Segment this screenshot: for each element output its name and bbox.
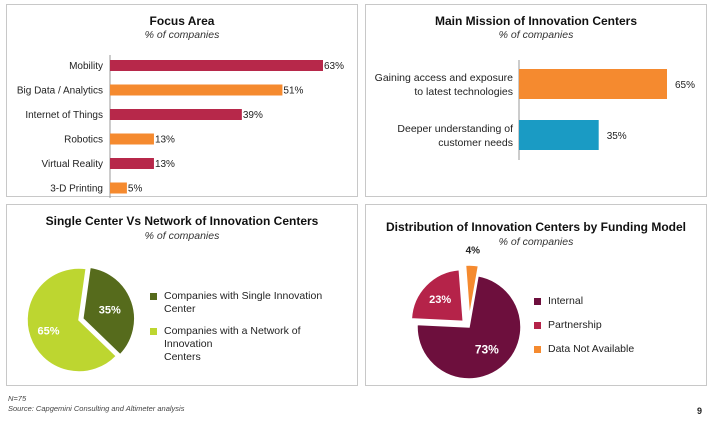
page-number: 9 [696, 406, 702, 416]
legend-label: Companies with a Network of Innovation [164, 325, 301, 350]
legend-label-cont: Centers [164, 351, 201, 363]
source-note: Source: Capgemini Consulting and Altimet… [8, 404, 185, 413]
legend-swatch [534, 298, 541, 305]
funding-model-slice-label: 73% [475, 342, 499, 356]
legend-label: Internal [548, 295, 584, 307]
funding-model-panel: Distribution of Innovation Centers by Fu… [365, 204, 707, 386]
focus-area-bar [110, 109, 242, 120]
main-mission-category-label: Deeper understanding of [397, 123, 513, 135]
single-vs-network-subtitle: % of companies [144, 230, 220, 242]
main-mission-panel: Main Mission of Innovation Centers % of … [365, 4, 707, 197]
single-vs-network-slice [26, 267, 118, 373]
legend-swatch [534, 322, 541, 329]
main-mission-category-label: Gaining access and exposure [375, 72, 513, 84]
main-mission-value-label: 35% [607, 131, 627, 142]
sample-size-note: N=75 [8, 394, 27, 403]
legend-swatch [150, 293, 157, 300]
focus-area-value-label: 13% [155, 135, 175, 146]
legend-swatch [150, 328, 157, 335]
focus-area-value-label: 51% [283, 86, 303, 97]
legend-label: Data Not Available [548, 343, 635, 355]
funding-model-legend: Internal Partnership Data Not Available [534, 295, 694, 365]
focus-area-category-label: Mobility [69, 61, 103, 72]
legend-item-single: Companies with Single Innovation Center [150, 290, 350, 316]
focus-area-category-label: 3-D Printing [50, 184, 103, 195]
focus-area-value-label: 63% [324, 61, 344, 72]
single-vs-network-title: Single Center Vs Network of Innovation C… [45, 214, 319, 228]
main-mission-value-label: 65% [675, 80, 695, 91]
focus-area-subtitle: % of companies [144, 29, 220, 41]
focus-area-bar [110, 182, 127, 194]
focus-area-panel: Focus Area % of companies Mobility 63% Big… [6, 4, 358, 198]
focus-area-chart: Mobility 63% Big Data / Analytics 51% Intern… [17, 55, 344, 198]
main-mission-bar [519, 120, 599, 150]
focus-area-value-label: 13% [155, 159, 175, 170]
main-mission-chart: Gaining access and exposure to latest tec… [375, 60, 695, 160]
funding-model-slice-label: 23% [429, 294, 451, 306]
funding-model-slice [464, 264, 480, 318]
focus-area-category-label: Virtual Reality [41, 159, 103, 170]
legend-label: Companies with Single Innovation Center [164, 290, 323, 315]
funding-model-slice [410, 268, 465, 323]
single-vs-network-slice-label: 35% [99, 304, 121, 316]
single-vs-network-legend: Companies with Single Innovation Center … [150, 290, 350, 373]
focus-area-value-label: 39% [243, 110, 263, 121]
main-mission-category-label: customer needs [438, 137, 513, 149]
funding-model-slice [416, 274, 522, 380]
focus-area-bar [110, 84, 283, 96]
main-mission-subtitle: % of companies [498, 29, 574, 41]
legend-label: Partnership [548, 319, 602, 331]
funding-model-pie: 73% 23% 4% [410, 245, 522, 380]
focus-area-title: Focus Area [149, 14, 215, 28]
legend-item-network: Companies with a Network of Innovation C… [150, 325, 350, 364]
legend-item-internal: Internal [534, 295, 694, 308]
focus-area-category-label: Robotics [64, 135, 103, 146]
focus-area-bar [110, 60, 323, 71]
main-mission-bar [519, 69, 667, 99]
funding-model-subtitle: % of companies [498, 236, 574, 248]
legend-item-not-available: Data Not Available [534, 343, 694, 356]
single-vs-network-pie: 35% 65% [26, 266, 136, 373]
legend-swatch [534, 346, 541, 353]
single-vs-network-panel: Single Center Vs Network of Innovation C… [6, 204, 358, 386]
main-mission-category-label: to latest technologies [414, 86, 513, 98]
focus-area-value-label: 5% [128, 184, 143, 195]
funding-model-slice-label: 4% [466, 245, 481, 256]
focus-area-category-label: Big Data / Analytics [17, 86, 103, 97]
legend-item-partnership: Partnership [534, 319, 694, 332]
focus-area-bar [110, 133, 154, 145]
focus-area-category-label: Internet of Things [25, 110, 103, 121]
focus-area-bar [110, 158, 154, 169]
single-vs-network-slice [81, 266, 136, 356]
main-mission-title: Main Mission of Innovation Centers [434, 14, 637, 28]
single-vs-network-slice-label: 65% [38, 325, 60, 337]
funding-model-title: Distribution of Innovation Centers by Fu… [386, 220, 686, 234]
